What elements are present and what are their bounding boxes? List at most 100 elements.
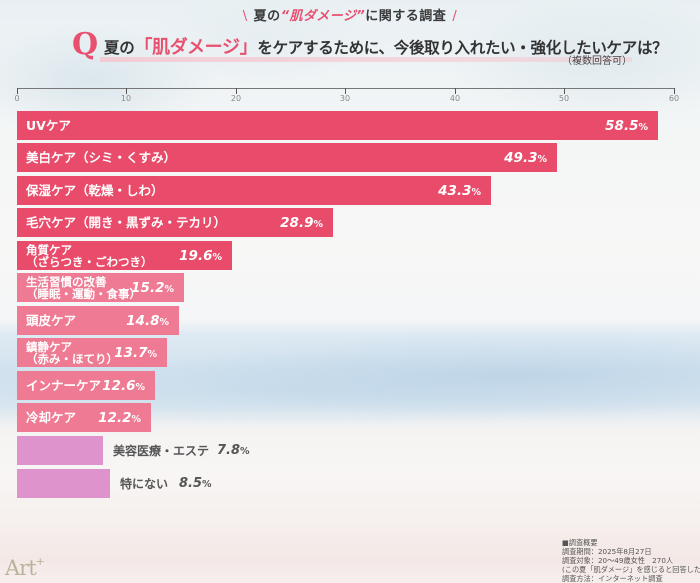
subtitle-suffix: に関する調査 (365, 9, 447, 24)
question-highlight: 「肌ダメージ」 (134, 37, 258, 58)
label-line-1: 角質ケア (26, 242, 72, 257)
axis-tick-label: 40 (449, 94, 461, 103)
label-line-2: （赤み・ほてり） (26, 351, 118, 366)
value-unit: % (131, 413, 141, 425)
value-unit: % (313, 218, 323, 230)
axis-tick (455, 88, 456, 94)
value-unit: % (135, 381, 145, 393)
bar-value: 7.8% (217, 443, 250, 458)
value-number: 19.6 (179, 247, 213, 264)
bar-value: 49.3% (504, 150, 547, 166)
bar-value: 15.2% (131, 280, 174, 296)
value-number: 49.3 (504, 149, 538, 166)
question-suffix: をケアするために、今後取り入れたい・強化したいケアは？ (257, 39, 668, 57)
value-number: 14.8 (126, 312, 160, 329)
bar-value: 43.3% (438, 183, 481, 199)
axis-tick-label: 10 (120, 94, 132, 103)
bar-label: 冷却ケア (26, 409, 77, 425)
bar-value: 8.5% (179, 476, 212, 491)
subtitle-highlight: “肌ダメージ” (280, 9, 366, 24)
value-number: 12.6 (102, 377, 136, 394)
value-unit: % (159, 316, 169, 328)
axis-tick-label: 60 (668, 94, 680, 103)
bar-label: UVケア (26, 117, 71, 133)
axis-tick-label: 20 (230, 94, 242, 103)
label-line-2: （ざらつき・ごわつき） (26, 254, 153, 269)
survey-method: 調査方法：インターネット調査 (562, 574, 663, 583)
question-text: 夏の「肌ダメージ」をケアするために、今後取り入れたい・強化したいケアは？ (104, 33, 668, 59)
label-line-2: （睡眠・運動・食事） (26, 286, 141, 301)
bar-label: 毛穴ケア（開き・黒ずみ・テカリ） (26, 214, 227, 230)
axis-tick-label: 0 (14, 94, 20, 103)
question-heading: Q 夏の「肌ダメージ」をケアするために、今後取り入れたい・強化したいケアは？ (72, 27, 668, 62)
q-mark-icon: Q (72, 27, 99, 62)
bar-cooling-care: 冷却ケア 12.2% (17, 403, 151, 432)
bar-label: 保湿ケア（乾燥・しわ） (26, 182, 164, 198)
value-unit: % (638, 121, 648, 133)
axis-tick (674, 88, 675, 94)
axis-tick (345, 88, 346, 94)
value-number: 8.5 (179, 476, 203, 491)
axis-tick-label: 30 (339, 94, 351, 103)
axis-tick (17, 88, 18, 94)
label-line-1: 生活習慣の改善 (26, 274, 107, 289)
bar-nothing-in-particular: 特にない 8.5% (17, 469, 212, 498)
logo-text: Art (5, 556, 37, 580)
value-unit: % (212, 251, 222, 263)
value-unit: % (147, 348, 157, 360)
value-number: 43.3 (438, 182, 472, 199)
axis-tick (126, 88, 127, 94)
bar-label: 美容医療・エステ (113, 444, 210, 458)
label-line-1: 鎮静ケア (26, 339, 72, 354)
bar-label: 特にない (120, 477, 169, 491)
survey-overview: ■調査概要 調査期間：2025年8月27日 調査対象：20～49歳女性 270人… (562, 538, 700, 583)
value-number: 28.9 (280, 214, 314, 231)
x-axis: 0 10 20 30 40 50 60 (14, 88, 679, 104)
value-number: 15.2 (131, 279, 165, 296)
slash-left: \ (242, 9, 248, 24)
bar-value: 13.7% (114, 345, 157, 361)
art-plus-logo: Art+ (5, 555, 45, 580)
value-number: 7.8 (217, 443, 241, 458)
bar-inner-care: インナーケア 12.6% (17, 371, 155, 400)
bar-whitening-care: 美白ケア（シミ・くすみ） 49.3% (17, 143, 557, 172)
bar-scalp-care: 頭皮ケア 14.8% (17, 306, 179, 335)
bar-beauty-clinic: 美容医療・エステ 7.8% (17, 436, 250, 465)
axis-tick (236, 88, 237, 94)
bar-uv-care: UVケア 58.5% (17, 111, 658, 140)
bar-soothing-care: 鎮静ケア （赤み・ほてり） 13.7% (17, 338, 167, 367)
bar-moisturizing-care: 保湿ケア（乾燥・しわ） 43.3% (17, 176, 491, 205)
bar-pore-care: 毛穴ケア（開き・黒ずみ・テカリ） 28.9% (17, 208, 333, 237)
bar-label: 生活習慣の改善 （睡眠・運動・食事） (26, 276, 141, 300)
bar-exfoliation-care: 角質ケア （ざらつき・ごわつき） 19.6% (17, 241, 232, 270)
bar-value: 12.2% (98, 410, 141, 426)
logo-plus: + (35, 555, 45, 568)
value-unit: % (240, 446, 250, 457)
value-number: 12.2 (98, 409, 132, 426)
survey-subtitle: \ 夏の“肌ダメージ”に関する調査 / (0, 5, 700, 24)
value-unit: % (537, 153, 547, 165)
value-unit: % (164, 283, 174, 295)
background-sand (0, 500, 700, 583)
bar-value: 14.8% (126, 313, 169, 329)
value-number: 13.7 (114, 344, 148, 361)
bar-lifestyle-improvement: 生活習慣の改善 （睡眠・運動・食事） 15.2% (17, 273, 184, 302)
value-unit: % (471, 186, 481, 198)
axis-tick-label: 50 (558, 94, 570, 103)
bar-label: 鎮静ケア （赤み・ほてり） (26, 341, 118, 365)
survey-period: 調査期間：2025年8月27日 (562, 547, 652, 556)
bar-value: 12.6% (102, 378, 145, 394)
bar-value: 19.6% (179, 248, 222, 264)
survey-target-note: (この夏「肌ダメージ」を感じると回答した人) (562, 565, 700, 574)
question-prefix: 夏の (104, 39, 135, 57)
bar-label: 美白ケア（シミ・くすみ） (26, 149, 177, 165)
bar-value: 28.9% (280, 215, 323, 231)
survey-title: ■調査概要 (562, 538, 598, 547)
bar-value: 58.5% (605, 118, 648, 134)
multiple-answer-note: （複数回答可） (562, 56, 632, 67)
bar-label: 角質ケア （ざらつき・ごわつき） (26, 244, 153, 268)
axis-tick (564, 88, 565, 94)
survey-target: 調査対象：20～49歳女性 270人 (562, 556, 674, 565)
bar-label: インナーケア (26, 377, 102, 393)
bar-label: 頭皮ケア (26, 312, 77, 328)
